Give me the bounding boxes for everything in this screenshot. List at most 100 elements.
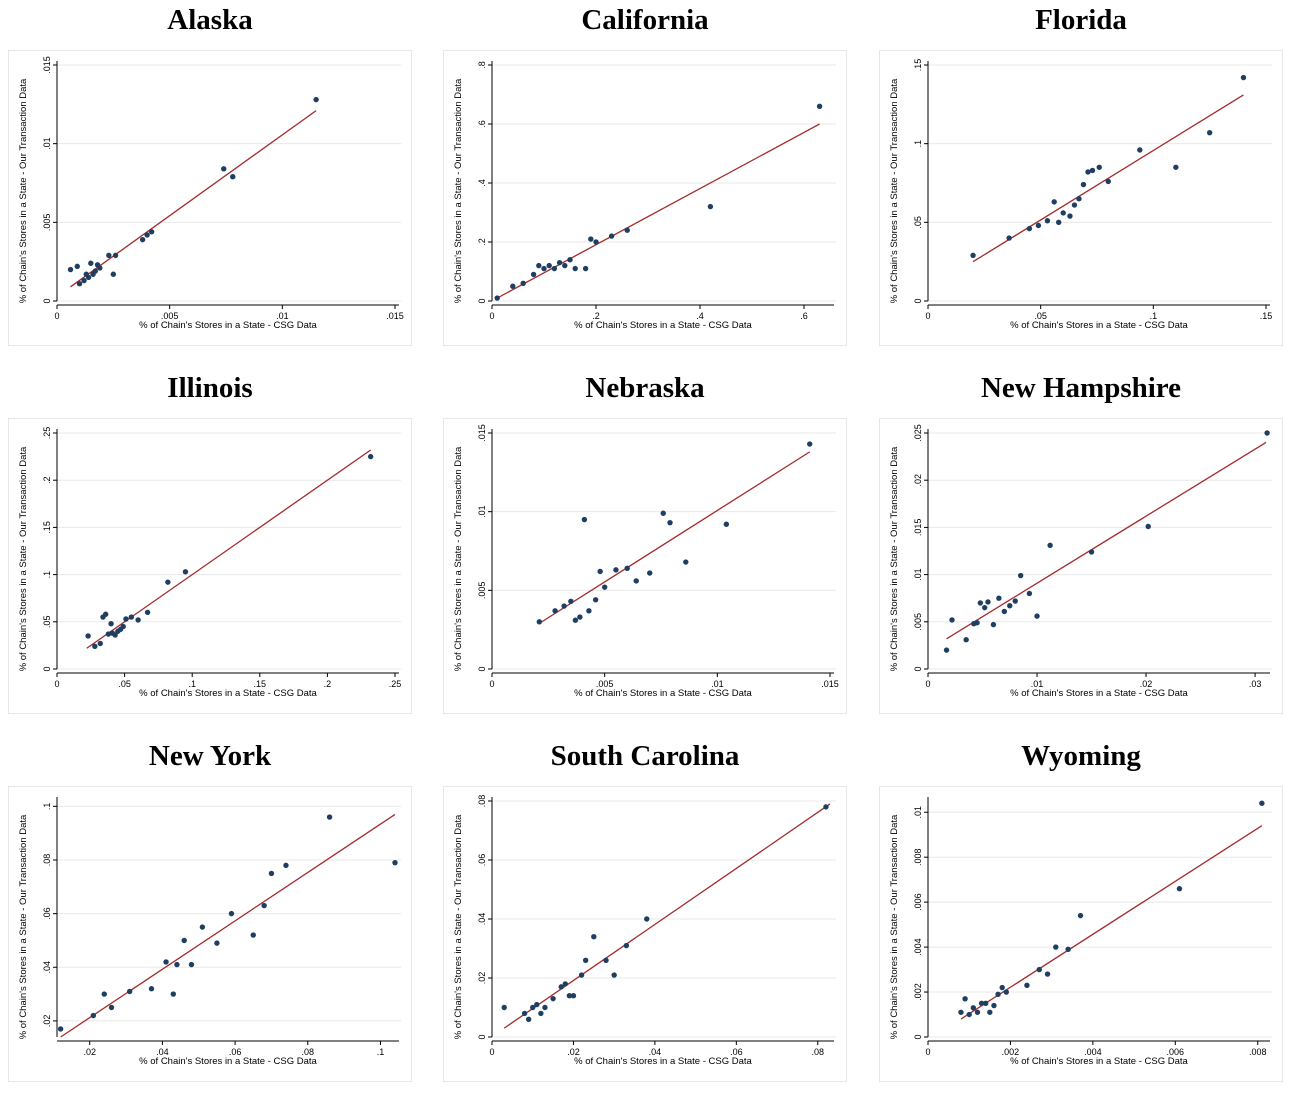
data-point — [181, 937, 187, 944]
data-point — [1077, 912, 1084, 919]
x-tick-label: .002 — [1002, 1047, 1020, 1057]
data-point — [603, 957, 609, 963]
y-tick-label: .025 — [913, 424, 923, 442]
y-tick-label: 0 — [913, 666, 923, 671]
data-point — [1137, 147, 1143, 153]
scatter-panel: Alaska 0 .005 .01 .015 0 .005 .01 .015 % of Chain… — [0, 0, 430, 358]
scatter-plot: 0 .2 .4 .6 .8 0 .2 .4 .6 % of Chain's Stores in a… — [453, 61, 836, 331]
fit-line — [60, 813, 396, 1038]
x-tick-label: .02 — [567, 1047, 580, 1057]
data-point — [525, 1016, 532, 1022]
data-point — [966, 1011, 972, 1018]
panel-title: Nebraska — [585, 372, 705, 404]
data-point — [74, 263, 80, 270]
x-tick-label: .1 — [188, 679, 196, 689]
data-point — [970, 252, 976, 259]
y-tick-label: .01 — [42, 137, 52, 150]
data-point — [601, 584, 608, 590]
y-tick-label: .2 — [477, 238, 487, 246]
y-tick-label: 0 — [477, 666, 487, 671]
scatter-plot: .02 .04 .06 .08 .1 .02 .04 .06 .08 .1 % of Chain's… — [18, 797, 401, 1067]
x-tick-label: .06 — [229, 1047, 242, 1057]
y-tick-label: .02 — [42, 1015, 52, 1028]
scatter-plot: 0 .005 .01 .015 0 .005 .01 .015 % of Chain's Sto… — [18, 56, 404, 331]
fit-line — [946, 441, 1267, 640]
scatter-panel: Florida 0 .05 .1 .15 0 .05 .1 .15 % of Chain's St… — [871, 0, 1289, 358]
x-tick-label: .05 — [118, 679, 131, 689]
data-point — [67, 266, 74, 273]
y-tick-label: 0 — [913, 1034, 923, 1039]
x-tick-label: .05 — [1034, 311, 1047, 321]
y-tick-label: .008 — [913, 848, 923, 866]
data-point — [542, 1004, 548, 1011]
data-point — [1055, 219, 1062, 226]
y-tick-label: .04 — [477, 913, 487, 926]
data-point — [135, 617, 141, 623]
x-tick-label: .1 — [377, 1047, 385, 1057]
data-point — [1264, 430, 1270, 436]
scatter-panel: Wyoming 0 .002 .004 .006 .008 .01 0 .002 .004 .006… — [871, 736, 1289, 1094]
data-point — [660, 510, 666, 516]
y-tick-label: 0 — [913, 298, 923, 303]
y-tick-label: .1 — [913, 140, 923, 148]
data-point — [536, 262, 542, 269]
panel-title: Illinois — [167, 372, 253, 404]
data-point — [92, 643, 98, 650]
data-point — [624, 565, 630, 572]
data-point — [110, 271, 117, 277]
data-point — [983, 1000, 989, 1006]
data-point — [996, 595, 1002, 601]
data-point — [591, 934, 597, 940]
panel-title: Wyoming — [1021, 740, 1141, 772]
data-point — [1240, 74, 1247, 81]
data-point — [985, 599, 991, 605]
x-tick-label: .2 — [592, 311, 600, 321]
data-point — [105, 631, 112, 637]
data-point — [261, 902, 267, 909]
data-point — [1047, 542, 1053, 549]
data-point — [943, 647, 950, 653]
plot-frame: 0 .2 .4 .6 .8 0 .2 .4 .6 % of Chain's Stores in a… — [443, 50, 847, 346]
data-point — [644, 916, 650, 922]
x-tick-label: .15 — [1260, 311, 1273, 321]
data-point — [1085, 169, 1091, 175]
data-point — [633, 578, 639, 584]
data-point — [647, 570, 653, 576]
x-tick-label: .04 — [156, 1047, 169, 1057]
plot-frame: 0 .05 .1 .15 0 .05 .1 .15 % of Chain's Stores in… — [879, 50, 1283, 346]
data-point — [999, 984, 1005, 991]
data-point — [144, 609, 151, 616]
data-point — [949, 617, 955, 623]
x-tick-label: .06 — [730, 1047, 743, 1057]
x-tick-label: 0 — [54, 679, 59, 689]
x-tick-label: .004 — [1084, 1047, 1102, 1057]
y-axis-title: % of Chain's Stores in a State - Our Tra… — [453, 446, 464, 671]
data-point — [582, 957, 589, 963]
panel-title: South Carolina — [550, 740, 740, 772]
x-tick-label: .01 — [276, 311, 289, 321]
y-tick-label: .15 — [42, 521, 52, 534]
y-tick-label: .08 — [42, 854, 52, 867]
data-point — [567, 257, 573, 263]
data-point — [283, 862, 289, 869]
x-tick-label: .015 — [386, 311, 404, 321]
y-tick-label: .005 — [913, 613, 923, 631]
data-point — [1006, 235, 1012, 241]
data-point — [268, 870, 275, 877]
data-point — [608, 233, 615, 239]
data-point — [367, 453, 374, 460]
data-point — [139, 236, 146, 243]
data-point — [546, 262, 552, 269]
x-tick-label: .15 — [254, 679, 267, 689]
data-point — [1026, 225, 1033, 232]
data-point — [108, 1004, 115, 1011]
data-point — [57, 1026, 64, 1032]
y-axis-title: % of Chain's Stores in a State - Our Tra… — [18, 78, 29, 303]
data-point — [974, 620, 980, 626]
x-tick-label: 0 — [925, 311, 930, 321]
data-point — [520, 280, 526, 286]
data-point — [1001, 608, 1008, 615]
data-point — [977, 600, 984, 606]
data-point — [561, 603, 567, 609]
data-point — [568, 598, 574, 605]
